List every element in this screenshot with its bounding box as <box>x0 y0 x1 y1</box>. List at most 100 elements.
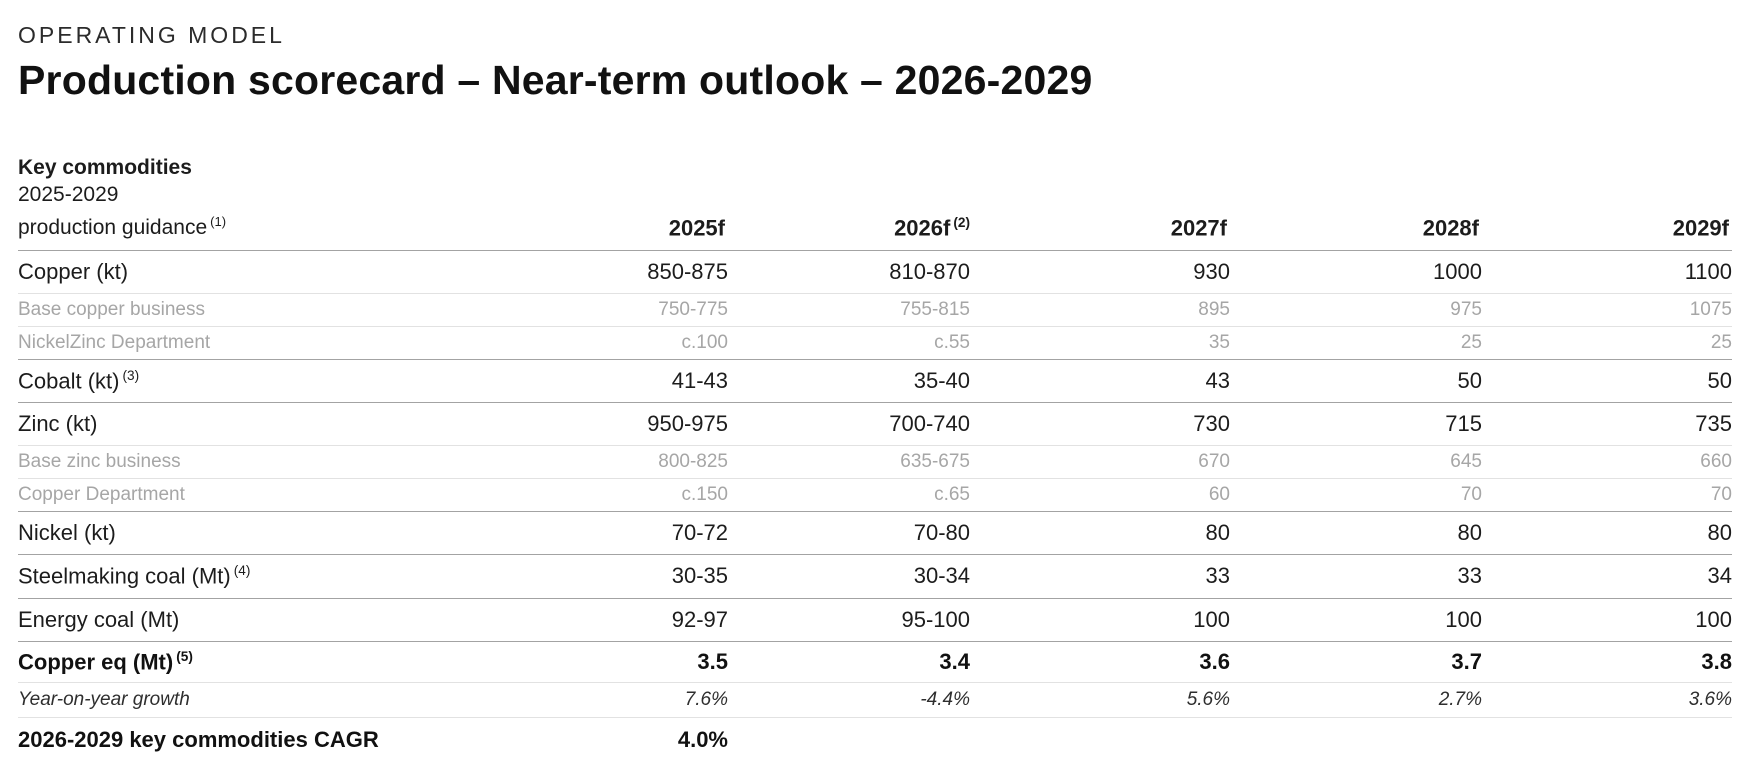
cell-value: 33 <box>1457 563 1482 589</box>
table-row: NickelZinc Department c.100 c.55 35 25 25 <box>18 327 1732 360</box>
row-label: Copper eq (Mt) (5) <box>18 648 193 674</box>
cell-value: 70 <box>1710 484 1732 506</box>
column-header-2028f: 2028f <box>1422 215 1479 240</box>
table-row: Year-on-year growth 7.6% -4.4% 5.6% 2.7% 3.6% <box>18 682 1732 718</box>
row-label: Copper Department <box>18 484 185 506</box>
row-label: 2026-2029 key commodities CAGR <box>18 726 379 752</box>
cell-value: 25 <box>1460 332 1482 353</box>
section-eyebrow: OPERATING MODEL <box>18 22 285 48</box>
cell-value: 895 <box>1198 299 1230 320</box>
header-label-line2: 2025-2029 <box>18 183 119 206</box>
cell-value: 635-675 <box>900 451 970 473</box>
table-header-row: Key commodities 2025-2029 production gui… <box>18 154 1732 251</box>
cell-value: 30-34 <box>913 563 970 589</box>
cell-value <box>728 717 970 762</box>
row-label: Base zinc business <box>18 451 181 473</box>
cell-value: 645 <box>1450 451 1482 473</box>
footnote-marker: (5) <box>176 648 193 664</box>
cell-value: 100 <box>1695 606 1732 632</box>
cell-value: 1075 <box>1689 299 1732 320</box>
row-label: Cobalt (kt) (3) <box>18 368 140 394</box>
row-label: Copper (kt) <box>18 259 129 284</box>
cell-value: 35-40 <box>913 368 970 394</box>
header-label-line1: Key commodities <box>18 156 192 179</box>
cell-value <box>1482 717 1732 762</box>
production-scorecard-table: Key commodities 2025-2029 production gui… <box>18 154 1732 762</box>
row-label: Base copper business <box>18 299 205 320</box>
footnote-marker-2: (2) <box>953 214 970 230</box>
column-header-2029f: 2029f <box>1672 215 1729 240</box>
cell-value: 43 <box>1205 368 1230 394</box>
table-row: Copper eq (Mt) (5) 3.5 3.4 3.6 3.7 3.8 <box>18 641 1732 683</box>
cell-value: 3.4 <box>939 648 970 674</box>
cell-value: 3.7 <box>1451 648 1482 674</box>
footnote-marker: (4) <box>233 563 251 579</box>
cell-value: 715 <box>1445 411 1482 437</box>
table-row: 2026-2029 key commodities CAGR 4.0% <box>18 717 1732 762</box>
cell-value: 810-870 <box>889 259 970 284</box>
cell-value: 80 <box>1457 520 1482 546</box>
table-row: Base copper business 750-775 755-815 895 975… <box>18 294 1732 327</box>
cell-value <box>970 717 1230 762</box>
row-label: Zinc (kt) <box>18 411 98 437</box>
cell-value: -4.4% <box>920 688 970 710</box>
cell-value: 100 <box>1445 606 1482 632</box>
cell-value: c.150 <box>681 484 728 506</box>
cell-value: 800-825 <box>658 451 728 473</box>
row-label: NickelZinc Department <box>18 332 211 353</box>
cell-value: 95-100 <box>901 606 970 632</box>
cell-value: 730 <box>1193 411 1230 437</box>
cell-value: 3.6% <box>1688 688 1732 710</box>
row-label: Energy coal (Mt) <box>18 606 180 632</box>
cell-value: 670 <box>1198 451 1230 473</box>
table-row: Energy coal (Mt) 92-97 95-100 100 100 100 <box>18 598 1732 642</box>
cell-value: 41-43 <box>671 368 728 394</box>
column-header-2025f: 2025f <box>668 215 725 240</box>
table-row: Steelmaking coal (Mt) (4) 30-35 30-34 33 33 34 <box>18 555 1732 599</box>
cell-value: 92-97 <box>671 606 728 632</box>
cell-value: 1100 <box>1684 259 1732 284</box>
cell-value: 60 <box>1208 484 1230 506</box>
cell-value: 930 <box>1193 259 1230 284</box>
cell-value: 7.6% <box>684 688 728 710</box>
row-label: Steelmaking coal (Mt) (4) <box>18 563 251 589</box>
cell-value: c.65 <box>934 484 970 506</box>
cell-value: 70 <box>1460 484 1482 506</box>
cell-value: 3.5 <box>697 648 728 674</box>
page-title: Production scorecard – Near-term outlook… <box>18 57 1093 103</box>
cell-value: 2.7% <box>1438 688 1482 710</box>
table-row: Copper Department c.150 c.65 60 70 70 <box>18 479 1732 512</box>
cell-value: 735 <box>1695 411 1732 437</box>
cell-value: 3.6 <box>1199 648 1230 674</box>
row-label: Nickel (kt) <box>18 520 116 546</box>
table-row: Cobalt (kt) (3) 41-43 35-40 43 50 50 <box>18 360 1732 403</box>
cell-value: 100 <box>1193 606 1230 632</box>
table-row: Base zinc business 800-825 635-675 670 645 66… <box>18 446 1732 479</box>
cell-value: 30-35 <box>671 563 728 589</box>
cell-value: 70-72 <box>671 520 728 546</box>
cell-value: 950-975 <box>647 411 728 437</box>
cell-value <box>1230 717 1482 762</box>
cell-value: 80 <box>1205 520 1230 546</box>
cell-value: 755-815 <box>900 299 970 320</box>
cell-value: 70-80 <box>913 520 970 546</box>
table-row: Nickel (kt) 70-72 70-80 80 80 80 <box>18 512 1732 555</box>
cell-value: 1000 <box>1433 259 1482 284</box>
column-header-2027f: 2027f <box>1170 215 1227 240</box>
cell-value: 50 <box>1707 368 1732 394</box>
cell-value: 35 <box>1208 332 1230 353</box>
row-label: Year-on-year growth <box>18 688 190 710</box>
table-row: Zinc (kt) 950-975 700-740 730 715 735 <box>18 403 1732 446</box>
cell-value: 25 <box>1710 332 1732 353</box>
cell-value: 5.6% <box>1186 688 1230 710</box>
footnote-marker-1: (1) <box>210 214 227 229</box>
cell-value: 50 <box>1457 368 1482 394</box>
cell-value: c.100 <box>681 332 728 353</box>
cell-value: 850-875 <box>647 259 728 284</box>
cell-value: 750-775 <box>658 299 728 320</box>
cell-value: 33 <box>1205 563 1230 589</box>
cell-value: 34 <box>1707 563 1732 589</box>
header-label-cell: Key commodities 2025-2029 production gui… <box>18 154 498 251</box>
cell-value: 700-740 <box>889 411 970 437</box>
